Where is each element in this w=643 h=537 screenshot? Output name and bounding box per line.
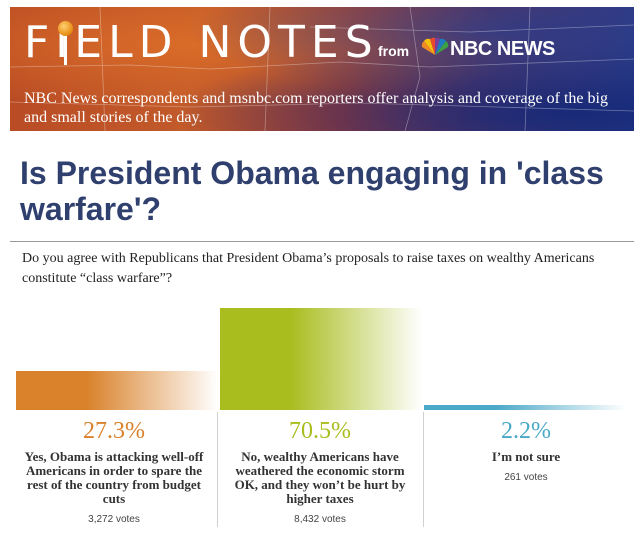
pin-stem: [64, 35, 67, 65]
title-divider: [10, 241, 634, 242]
from-label: from: [378, 43, 410, 59]
column-divider: [423, 412, 424, 527]
page-title: Is President Obama engaging in 'class wa…: [20, 155, 604, 227]
vote-count: 3,272 votes: [88, 514, 140, 525]
column-divider: [217, 412, 218, 527]
percent-label: 70.5%: [289, 418, 351, 444]
result-yes: 27.3% Yes, Obama is attacking well-off A…: [14, 412, 214, 525]
percent-label: 27.3%: [83, 418, 145, 444]
vote-count: 8,432 votes: [294, 514, 346, 525]
nbc-news-logo: NBC NEWS: [450, 38, 555, 60]
field-notes-logo: FIELD NOTES: [24, 17, 379, 68]
poll-results-chart: 27.3% Yes, Obama is attacking well-off A…: [14, 300, 628, 530]
percent-label: 2.2%: [501, 418, 551, 444]
pin-icon: [58, 21, 73, 36]
answer-label: No, wealthy Americans have weathered the…: [234, 449, 406, 506]
header-tagline: NBC News correspondents and msnbc.com re…: [24, 90, 608, 126]
bar-no: [220, 308, 422, 410]
header-banner: FIELD NOTES from NBC NEWS NBC News corre…: [10, 7, 634, 131]
answer-label: I’m not sure: [491, 449, 561, 464]
bar-yes: [16, 371, 218, 410]
vote-count: 261 votes: [504, 472, 548, 483]
poll-question: Do you agree with Republicans that Presi…: [22, 251, 595, 286]
bar-not-sure: [424, 405, 626, 410]
answer-label: Yes, Obama is attacking well-off America…: [24, 449, 204, 506]
result-no: 70.5% No, wealthy Americans have weather…: [220, 412, 420, 525]
map-background: [10, 7, 634, 131]
result-not-sure: 2.2% I’m not sure 261 votes: [426, 412, 626, 483]
nbc-peacock-icon: [421, 37, 449, 55]
